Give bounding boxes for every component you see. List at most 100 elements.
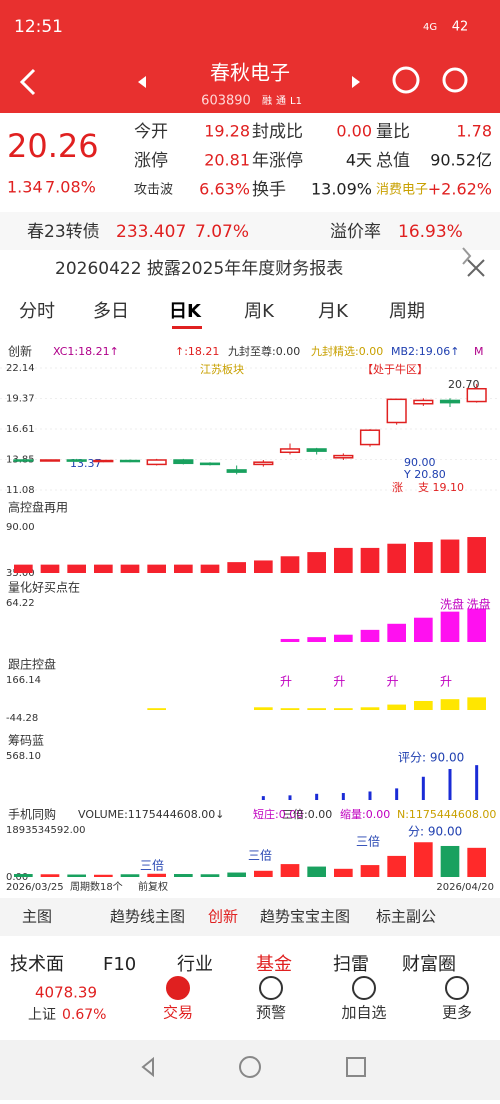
function-tab[interactable]: 财富圈 bbox=[402, 954, 456, 975]
volume-bar bbox=[414, 842, 433, 877]
tag: L1 bbox=[290, 96, 302, 107]
y-tick-label: 64.22 bbox=[6, 598, 35, 609]
indicator-tab[interactable]: 主图 bbox=[22, 908, 52, 926]
clock: 12:51 bbox=[14, 17, 63, 37]
indicator-bar bbox=[334, 708, 353, 711]
price: 20.26 bbox=[7, 127, 99, 165]
nav-item[interactable]: 预警 bbox=[256, 1004, 286, 1022]
nav-icon[interactable] bbox=[259, 976, 283, 1000]
nav-icon[interactable] bbox=[352, 976, 376, 1000]
close-icon[interactable] bbox=[467, 259, 485, 277]
field-label: 消费电子 bbox=[376, 183, 428, 198]
indicator-bar bbox=[387, 623, 406, 642]
legend-item: M bbox=[474, 345, 484, 358]
field-value: 20.81 bbox=[204, 151, 250, 170]
y-tick-label: 90.00 bbox=[6, 522, 35, 533]
field-value: +2.62% bbox=[428, 180, 492, 199]
field-label: 封成比 bbox=[252, 122, 303, 142]
candle-body bbox=[119, 459, 141, 463]
period-tab[interactable]: 多日 bbox=[93, 301, 129, 322]
indicator-tab[interactable]: 创新 bbox=[208, 908, 238, 926]
indicator-bar bbox=[440, 699, 460, 711]
indicator-bar bbox=[147, 564, 166, 573]
annotation: 洗盘 bbox=[467, 597, 491, 612]
bond-price: 233.407 bbox=[116, 222, 186, 242]
indicator-bar bbox=[120, 564, 140, 573]
function-tab[interactable]: 扫雷 bbox=[333, 954, 369, 975]
tab-underline bbox=[172, 326, 202, 329]
volume-bar bbox=[280, 864, 300, 877]
indicator-bar bbox=[261, 796, 265, 800]
sys-recent[interactable] bbox=[346, 1057, 366, 1077]
volume-bar bbox=[200, 874, 220, 877]
function-tab[interactable]: 基金 bbox=[256, 954, 292, 975]
tag: 通 bbox=[276, 95, 286, 107]
back-button[interactable] bbox=[19, 68, 36, 96]
annotation: 升 bbox=[333, 675, 345, 689]
indicator-bar bbox=[360, 547, 380, 573]
indicator-bar bbox=[387, 704, 406, 711]
field-value: 90.52亿 bbox=[430, 151, 492, 170]
y-tick-label: 16.61 bbox=[6, 424, 35, 435]
indicator-bar bbox=[368, 791, 372, 800]
annotation: 升 bbox=[280, 675, 292, 689]
volume-bar bbox=[360, 865, 380, 877]
system-nav bbox=[0, 1040, 500, 1100]
annotation: 三倍 bbox=[356, 834, 380, 849]
legend-item: ↑:18.21 bbox=[175, 345, 219, 358]
indicator-bar bbox=[467, 697, 486, 711]
volume-bar bbox=[174, 874, 193, 877]
candle-body bbox=[173, 459, 194, 465]
sys-home[interactable] bbox=[239, 1056, 261, 1078]
candle-body bbox=[306, 448, 327, 452]
indicator-tab[interactable]: 标主副公 bbox=[376, 908, 436, 926]
indicator-bar bbox=[254, 707, 273, 711]
bond-bg bbox=[0, 212, 500, 250]
annotation: 支 19.10 bbox=[418, 481, 464, 494]
date-end: 2026/04/20 bbox=[436, 882, 494, 893]
field-value: 19.28 bbox=[204, 122, 250, 141]
adjust: 前复权 bbox=[138, 880, 168, 893]
period-tab[interactable]: 分时 bbox=[19, 301, 55, 322]
annotation: Y 20.80 bbox=[403, 468, 446, 481]
indicator-bar bbox=[395, 788, 399, 800]
nav-icon[interactable] bbox=[445, 976, 469, 1000]
indicator-bar bbox=[227, 562, 246, 573]
annotation: 升 bbox=[387, 675, 399, 689]
candle-body bbox=[199, 462, 221, 466]
panel-name: 高控盘再用 bbox=[8, 500, 68, 515]
indicator-bar bbox=[174, 564, 193, 573]
field-label: 换手 bbox=[252, 180, 286, 200]
y-tick-label: 11.08 bbox=[6, 485, 35, 496]
period-tab[interactable]: 周期 bbox=[389, 301, 425, 322]
y-tick-label: 166.14 bbox=[6, 675, 41, 686]
indicator-tab[interactable]: 趋势宝宝主图 bbox=[260, 908, 350, 926]
search-icon[interactable] bbox=[442, 67, 468, 93]
indicator-bar bbox=[280, 638, 300, 642]
function-tab[interactable]: F10 bbox=[103, 954, 136, 975]
legend-item: 三倍:0.00 bbox=[282, 807, 332, 821]
nav-item[interactable]: 交易 bbox=[163, 1004, 193, 1022]
nav-icon[interactable] bbox=[166, 976, 190, 1000]
indicator-bar bbox=[94, 564, 113, 573]
notice[interactable]: 20260422 披露2025年年度财务报表 bbox=[55, 259, 343, 279]
nav-item[interactable]: 加自选 bbox=[341, 1004, 386, 1022]
volume-bar bbox=[307, 866, 326, 877]
sys-back[interactable] bbox=[141, 1056, 154, 1078]
function-tab[interactable]: 技术面 bbox=[10, 954, 64, 975]
period-tab[interactable]: 日K bbox=[169, 301, 202, 322]
annotation: 分: 90.00 bbox=[408, 825, 462, 839]
indicator-tab[interactable]: 趋势线主图 bbox=[110, 908, 185, 926]
period-tab[interactable]: 月K bbox=[318, 301, 349, 322]
robot-icon[interactable] bbox=[392, 66, 420, 94]
field-label: 量比 bbox=[376, 122, 410, 142]
function-tab[interactable]: 行业 bbox=[177, 954, 213, 975]
field-label: 总值 bbox=[376, 151, 410, 171]
period-tab[interactable]: 周K bbox=[244, 301, 275, 322]
candle-body bbox=[466, 387, 487, 403]
nav-item[interactable]: 更多 bbox=[442, 1004, 472, 1022]
candle-body bbox=[146, 459, 167, 466]
indicator-bar bbox=[307, 552, 326, 573]
indicator-bar bbox=[387, 543, 406, 573]
